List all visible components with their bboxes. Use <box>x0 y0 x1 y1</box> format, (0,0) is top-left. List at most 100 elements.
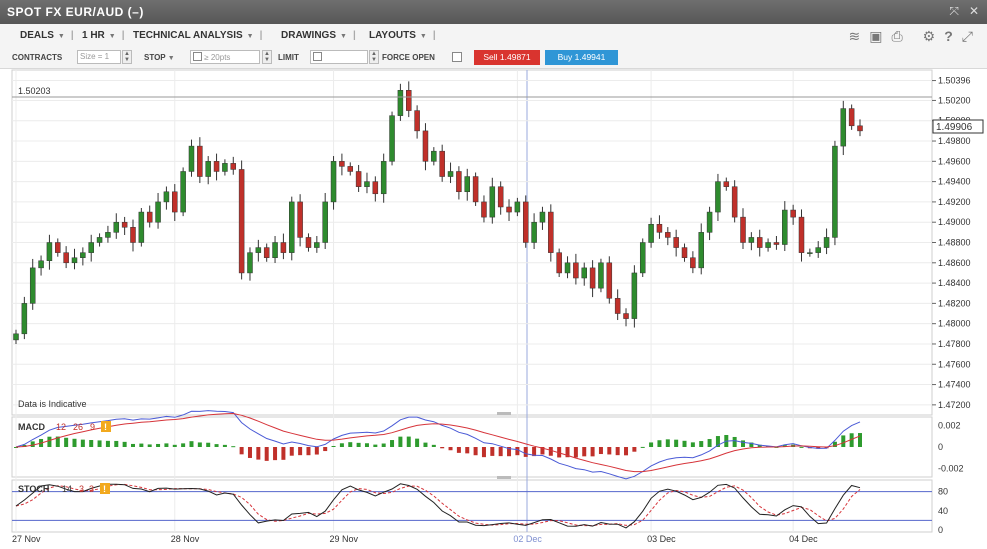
stoch-d-line <box>15 483 861 527</box>
candle-body <box>431 150 437 162</box>
macd-histogram-bar <box>64 437 69 447</box>
macd-histogram-bar <box>122 441 127 447</box>
stop-input[interactable]: ≥ 20pts <box>190 50 260 64</box>
macd-histogram-bar <box>406 436 411 447</box>
candle-body <box>489 186 496 218</box>
grid <box>12 70 932 532</box>
chevron-down-icon: ▼ <box>246 33 254 40</box>
force-open-checkbox[interactable] <box>452 52 462 62</box>
image-icon[interactable]: ▣ <box>869 28 883 44</box>
macd-settings-icon[interactable] <box>101 421 111 432</box>
maximize-icon[interactable]: ⤧ <box>949 4 959 18</box>
candle-body <box>823 237 830 248</box>
menu-separator: | <box>259 30 263 41</box>
macd-param-fast: 12 <box>56 422 66 432</box>
macd-histogram-bar <box>206 442 211 447</box>
macd-histogram-bar <box>197 442 202 447</box>
menu-layouts-label: LAYOUTS <box>369 30 416 41</box>
stop-dropdown[interactable]: STOP ▼ <box>144 53 175 62</box>
price-tick-label: 1.48000 <box>938 319 971 329</box>
candle-body <box>857 125 863 132</box>
macd-histogram-bar <box>749 442 754 447</box>
close-icon[interactable]: ✕ <box>968 4 979 18</box>
stoch-tick-label: 40 <box>938 506 948 516</box>
print-icon[interactable]: ⎙ <box>891 28 903 44</box>
candle-body <box>514 201 521 213</box>
macd-histogram-bar <box>523 447 528 457</box>
candle-body <box>748 237 755 243</box>
macd-histogram-bar <box>824 447 829 449</box>
chevron-down-icon: ▼ <box>57 33 65 40</box>
menu-technical-analysis[interactable]: TECHNICAL ANALYSIS ▼ | <box>133 30 262 41</box>
menu-deals[interactable]: DEALS ▼ | <box>20 30 74 41</box>
macd-histogram-bar <box>858 433 862 447</box>
candle-body <box>414 110 420 132</box>
macd-histogram-bar <box>423 442 428 447</box>
menu-deals-label: DEALS <box>20 30 54 41</box>
candle-body <box>531 221 537 243</box>
menu-drawings[interactable]: DRAWINGS ▼ | <box>281 30 356 41</box>
menu-separator: | <box>432 30 436 41</box>
window-titlebar: SPOT FX EUR/AUD (–) ⤧ ✕ <box>0 0 987 24</box>
sell-button[interactable]: Sell 1.49871 <box>474 50 540 65</box>
stoch-settings-icon[interactable] <box>100 483 110 494</box>
candle-body <box>230 163 237 170</box>
menu-separator: | <box>121 30 125 41</box>
menu-timeframe[interactable]: 1 HR ▼ | <box>82 30 125 41</box>
candle-body <box>222 163 228 172</box>
candle-body <box>355 171 362 187</box>
expand-icon[interactable]: ⤢ <box>961 28 973 44</box>
candle-body <box>330 161 337 203</box>
price-tick-label: 1.49600 <box>938 156 971 166</box>
candle-body <box>314 242 320 248</box>
candle-body <box>740 216 746 243</box>
candle-body <box>673 237 679 248</box>
size-input[interactable]: Size = 1 <box>77 50 121 64</box>
help-icon[interactable]: ? <box>944 28 953 44</box>
limit-label: LIMIT <box>278 53 299 62</box>
candle-body <box>656 223 663 233</box>
macd-tick-label: 0 <box>938 442 943 452</box>
macd-histogram-bar <box>532 447 537 457</box>
candle-body <box>255 247 262 253</box>
stoch-param-d: 3 <box>79 484 84 494</box>
candle-body <box>205 161 211 177</box>
limit-input[interactable] <box>310 50 368 64</box>
buy-button[interactable]: Buy 1.49941 <box>545 50 618 65</box>
macd-histogram-bar <box>816 447 821 449</box>
candle-body <box>263 247 270 258</box>
macd-histogram-bar <box>298 447 303 456</box>
limit-stepper[interactable]: ▲ ▼ <box>369 50 379 64</box>
limit-checkbox[interactable] <box>313 52 322 61</box>
stop-stepper[interactable]: ▲ ▼ <box>262 50 272 64</box>
candle-body <box>406 90 412 111</box>
candles <box>13 81 863 344</box>
chart-frame <box>11 69 933 533</box>
candle-body <box>397 90 404 116</box>
macd-histogram-bar <box>323 447 328 452</box>
candle-body <box>105 232 111 238</box>
pane-resize-handle[interactable] <box>497 476 511 479</box>
date-tick-label: 02 Dec <box>513 534 542 544</box>
macd-histogram-bar <box>624 447 629 456</box>
pane-resize-handle[interactable] <box>497 412 511 415</box>
layers-icon[interactable]: ≋ <box>848 28 861 44</box>
macd-histogram-bar <box>164 443 169 447</box>
macd-histogram-bar <box>356 442 361 447</box>
candle-body <box>439 150 445 177</box>
candle-body <box>38 260 44 269</box>
macd-histogram-bar <box>573 447 578 458</box>
stop-checkbox[interactable] <box>193 52 202 61</box>
size-stepper[interactable]: ▲ ▼ <box>122 50 132 64</box>
price-tick-label: 1.50200 <box>938 95 971 105</box>
candle-body <box>790 209 796 218</box>
gear-icon[interactable]: ⚙ <box>922 28 936 44</box>
candle-body <box>548 211 554 253</box>
macd-histogram-bar <box>699 441 704 447</box>
macd-histogram-bar <box>841 435 846 447</box>
menu-drawings-label: DRAWINGS <box>281 30 336 41</box>
macd-histogram-bar <box>507 447 512 457</box>
menu-layouts[interactable]: LAYOUTS ▼ | <box>369 30 436 41</box>
macd-histogram-bar <box>172 444 177 447</box>
